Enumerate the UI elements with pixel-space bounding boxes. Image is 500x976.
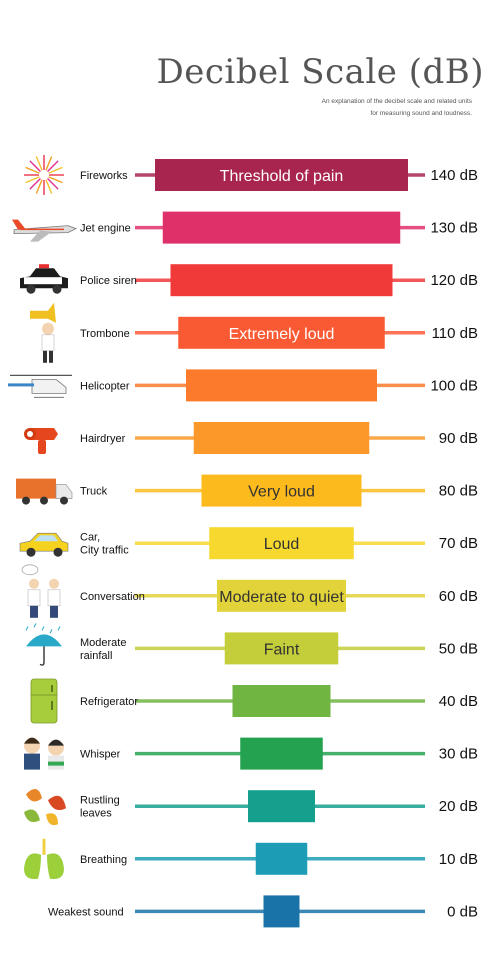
db-value-label: 10 dB	[439, 851, 478, 868]
umbrella-rain-icon	[25, 623, 62, 666]
db-value-label: 90 dB	[439, 430, 478, 447]
car-icon	[19, 532, 69, 557]
db-value-label: 110 dB	[432, 325, 478, 342]
source-label: Jet engine	[80, 223, 131, 235]
decibel-bar	[217, 579, 346, 612]
decibel-row: Moderate to quiet Conversation 60 dB	[21, 564, 478, 618]
band-label: Extremely loud	[229, 326, 335, 343]
refrigerator-icon	[30, 678, 58, 724]
lungs-icon	[24, 838, 64, 880]
source-label: Refrigerator	[80, 696, 138, 708]
jet-engine-icon	[12, 219, 77, 242]
decibel-bar	[162, 211, 401, 244]
decibel-bar	[263, 895, 300, 928]
source-label: Breathing	[80, 854, 127, 866]
police-car-icon	[20, 264, 68, 294]
trombone-player-icon	[30, 302, 56, 363]
source-label: Car,	[80, 532, 100, 544]
db-value-label: 0 dB	[447, 903, 478, 920]
decibel-bar	[178, 316, 385, 349]
decibel-row: Hairdryer 90 dB	[24, 422, 478, 454]
source-label: Fireworks	[80, 170, 128, 182]
source-label: Trombone	[80, 328, 130, 340]
decibel-bar	[201, 474, 362, 507]
db-value-label: 140 dB	[430, 167, 478, 184]
source-label: Whisper	[80, 749, 121, 761]
decibel-row: Very loud Truck 80 dB	[16, 474, 478, 507]
decibel-bar	[240, 737, 323, 770]
decibel-bar	[255, 842, 308, 875]
source-label: Conversation	[80, 591, 145, 603]
source-label: City traffic	[80, 545, 129, 557]
source-label: Helicopter	[80, 380, 130, 392]
decibel-bar	[248, 790, 315, 823]
whisper-icon	[24, 737, 64, 770]
helicopter-icon	[8, 374, 72, 398]
hairdryer-icon	[24, 428, 58, 454]
db-value-label: 30 dB	[439, 746, 478, 763]
band-label: Very loud	[248, 484, 315, 501]
db-value-label: 80 dB	[439, 483, 478, 500]
source-label: rainfall	[80, 650, 112, 662]
db-value-label: 40 dB	[439, 693, 478, 710]
source-label: Hairdryer	[80, 433, 126, 445]
source-label: Rustling	[80, 795, 120, 807]
decibel-bar	[232, 685, 331, 717]
decibel-row: Helicopter 100 dB	[8, 369, 478, 402]
decibel-bar	[209, 527, 354, 560]
source-label: Weakest sound	[48, 906, 124, 918]
decibel-row: Threshold of pain Fireworks 140 dB	[24, 155, 478, 195]
decibel-row: Weakest sound 0 dB	[48, 895, 478, 928]
db-value-label: 100 dB	[430, 377, 478, 394]
decibel-row: Police siren 120 dB	[20, 264, 478, 297]
decibel-row: Refrigerator 40 dB	[30, 678, 478, 724]
db-value-label: 20 dB	[439, 798, 478, 815]
db-value-label: 120 dB	[430, 272, 478, 289]
decibel-bar	[193, 422, 370, 454]
decibel-bar	[170, 264, 393, 297]
truck-icon	[16, 478, 73, 505]
db-value-label: 50 dB	[439, 640, 478, 657]
decibel-bar	[186, 369, 377, 402]
decibel-bar	[224, 632, 339, 665]
decibel-bar	[155, 159, 408, 191]
decibel-row: Loud Car,City traffic 70 dB	[19, 527, 478, 560]
band-label: Moderate to quiet	[219, 589, 344, 606]
band-label: Threshold of pain	[220, 168, 344, 185]
source-label: Truck	[80, 486, 108, 498]
source-label: leaves	[80, 808, 112, 820]
source-label: Moderate	[80, 637, 126, 649]
decibel-row: Whisper 30 dB	[24, 737, 478, 770]
decibel-row: Extremely loud Trombone 110 dB	[30, 302, 478, 363]
conversation-icon	[21, 564, 61, 618]
source-label: Police siren	[80, 275, 137, 287]
subtitle-line-2: for measuring sound and loudness.	[370, 110, 472, 117]
band-label: Loud	[264, 536, 300, 553]
leaves-icon	[24, 789, 66, 826]
decibel-row: Breathing 10 dB	[24, 838, 478, 880]
db-value-label: 130 dB	[430, 220, 478, 237]
decibel-row: Jet engine 130 dB	[12, 211, 478, 244]
fireworks-icon	[24, 155, 64, 195]
band-label: Faint	[264, 641, 300, 658]
db-value-label: 70 dB	[439, 535, 478, 552]
subtitle-line-1: An explanation of the decibel scale and …	[321, 98, 472, 105]
chart-title: Decibel Scale (dB)	[156, 52, 484, 92]
db-value-label: 60 dB	[439, 588, 478, 605]
